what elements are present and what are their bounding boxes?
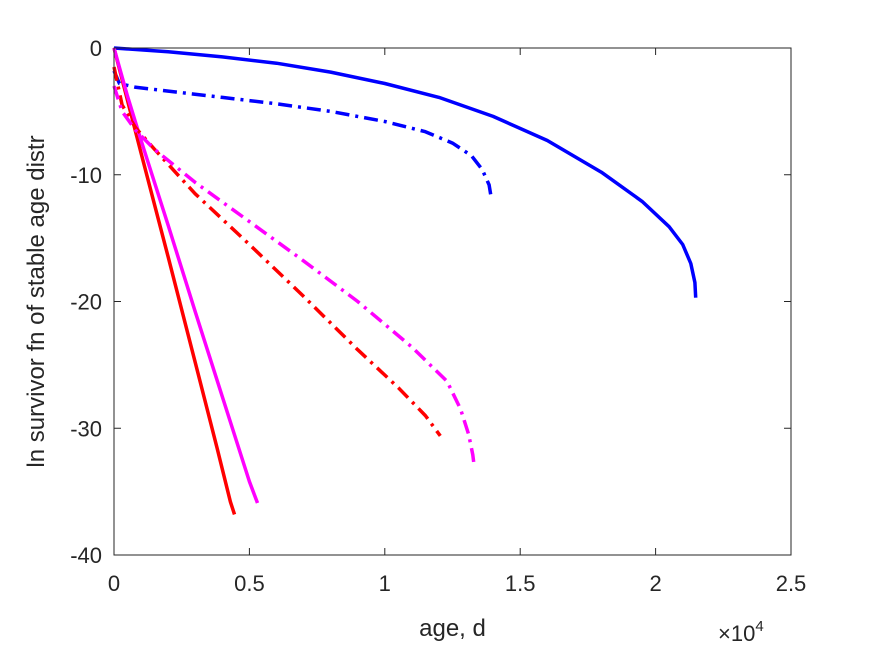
x-axis-exponent-base: ×10 bbox=[718, 621, 755, 646]
y-tick-label: -30 bbox=[70, 416, 102, 441]
x-tick-label: 2.5 bbox=[776, 571, 807, 596]
y-tick-label: -20 bbox=[70, 290, 102, 315]
series-line-3 bbox=[112, 47, 237, 515]
series-line-2 bbox=[112, 70, 493, 198]
plot-area bbox=[114, 48, 791, 555]
y-axis: 0 -10 -20 -30 -40 bbox=[70, 36, 791, 568]
x-tick-label: 1.5 bbox=[505, 571, 536, 596]
x-axis-exponent-power: 4 bbox=[755, 618, 763, 635]
x-tick-label: 0 bbox=[108, 571, 120, 596]
x-tick-label: 0.5 bbox=[234, 571, 265, 596]
series-layer bbox=[112, 46, 698, 515]
x-tick-label: 1 bbox=[379, 571, 391, 596]
y-tick-label: -10 bbox=[70, 163, 102, 188]
x-axis-exponent: ×104 bbox=[718, 618, 764, 646]
x-axis-label: age, d bbox=[419, 615, 486, 642]
y-tick-label: -40 bbox=[70, 543, 102, 568]
series-line-1 bbox=[113, 46, 698, 298]
x-tick-label: 2 bbox=[649, 571, 661, 596]
y-axis-label: ln survivor fn of stable age distr bbox=[23, 135, 50, 467]
x-axis: 0 0.5 1 1.5 2 2.5 bbox=[108, 48, 806, 596]
y-tick-label: 0 bbox=[90, 36, 102, 61]
series-line-6 bbox=[112, 85, 476, 467]
series-line-5 bbox=[112, 66, 442, 437]
series-line-4 bbox=[112, 47, 260, 504]
